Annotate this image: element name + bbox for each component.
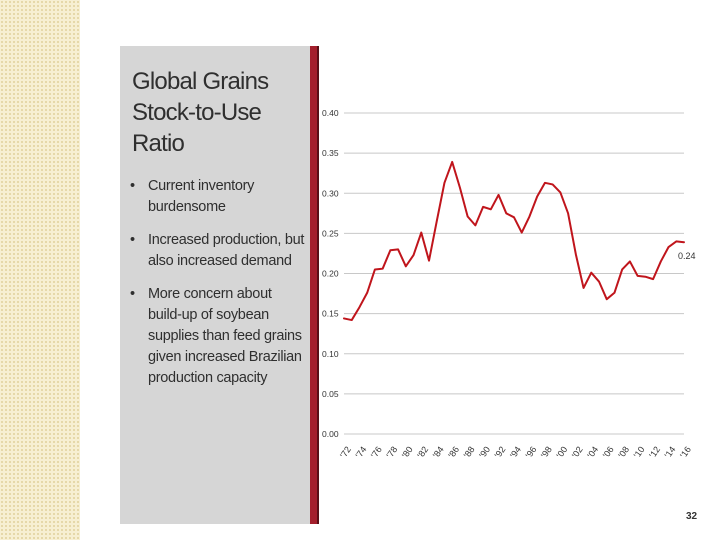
x-tick-label: '92 [493, 445, 508, 460]
bullet-text: Increased production, but also increased… [148, 232, 305, 269]
y-tick-label: 0.20 [322, 269, 339, 279]
accent-divider-edge [317, 46, 319, 524]
x-tick-label: '08 [616, 445, 631, 460]
bullet-dot-icon: • [130, 286, 135, 302]
slide-title: Global Grains Stock-to-Use Ratio [132, 66, 308, 159]
x-tick-label: '88 [462, 445, 477, 460]
y-tick-label: 0.35 [322, 148, 339, 158]
bullet-item: • Current inventory burdensome [128, 176, 306, 218]
x-tick-label: '84 [431, 445, 446, 460]
x-tick-label: '76 [369, 445, 384, 460]
end-value-label: 0.24 [678, 251, 696, 261]
y-tick-label: 0.40 [322, 108, 339, 118]
y-tick-label: 0.10 [322, 349, 339, 359]
x-tick-label: '16 [678, 445, 693, 460]
y-tick-label: 0.30 [322, 188, 339, 198]
x-tick-label: '02 [570, 445, 585, 460]
x-tick-label: '06 [601, 445, 616, 460]
y-tick-label: 0.25 [322, 228, 339, 238]
bullet-text: Current inventory burdensome [148, 178, 255, 215]
bullet-item: • More concern about build-up of soybean… [128, 284, 306, 389]
slide-title-line-2: Stock-to-Use Ratio [132, 99, 262, 157]
bullet-dot-icon: • [130, 178, 135, 194]
bullet-item: • Increased production, but also increas… [128, 230, 306, 272]
slide-title-line-1: Global Grains [132, 68, 269, 95]
series-line [343, 160, 685, 322]
x-tick-label: '12 [647, 445, 662, 460]
x-tick-label: '72 [338, 445, 353, 460]
bullet-text: More concern about build-up of soybean s… [148, 286, 302, 386]
accent-divider [310, 46, 317, 524]
y-tick-label: 0.15 [322, 309, 339, 319]
x-tick-label: '80 [400, 445, 415, 460]
x-tick-label: '14 [663, 445, 678, 460]
x-tick-label: '86 [446, 445, 461, 460]
y-tick-label: 0.00 [322, 429, 339, 439]
x-tick-label: '04 [585, 445, 600, 460]
x-tick-label: '96 [524, 445, 539, 460]
x-tick-label: '10 [632, 445, 647, 460]
x-tick-label: '94 [508, 445, 523, 460]
stock-to-use-line-chart: 0.000.050.100.150.200.250.300.350.40'72 '… [322, 108, 696, 460]
x-tick-label: '00 [554, 445, 569, 460]
x-tick-label: '98 [539, 445, 554, 460]
x-tick-label: '78 [384, 445, 399, 460]
decorative-side-strip [0, 0, 80, 540]
bullet-dot-icon: • [130, 232, 135, 248]
page-number: 32 [686, 511, 698, 522]
bullet-list: • Current inventory burdensome • Increas… [128, 176, 306, 401]
x-tick-label: '82 [415, 445, 430, 460]
x-tick-label: '90 [477, 445, 492, 460]
y-tick-label: 0.05 [322, 389, 339, 399]
text-panel [120, 46, 310, 524]
x-tick-label: '74 [354, 445, 369, 460]
